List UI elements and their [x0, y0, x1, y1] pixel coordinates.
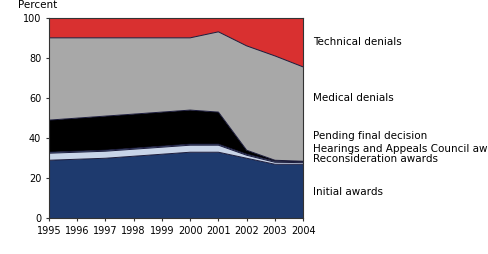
Text: Technical denials: Technical denials — [313, 37, 401, 47]
Text: Hearings and Appeals Council awards: Hearings and Appeals Council awards — [313, 144, 488, 154]
Text: Pending final decision: Pending final decision — [313, 131, 427, 141]
Text: Medical denials: Medical denials — [313, 93, 393, 103]
Text: Reconsideration awards: Reconsideration awards — [313, 154, 437, 164]
Text: Initial awards: Initial awards — [313, 187, 383, 197]
Text: Percent: Percent — [19, 0, 58, 10]
